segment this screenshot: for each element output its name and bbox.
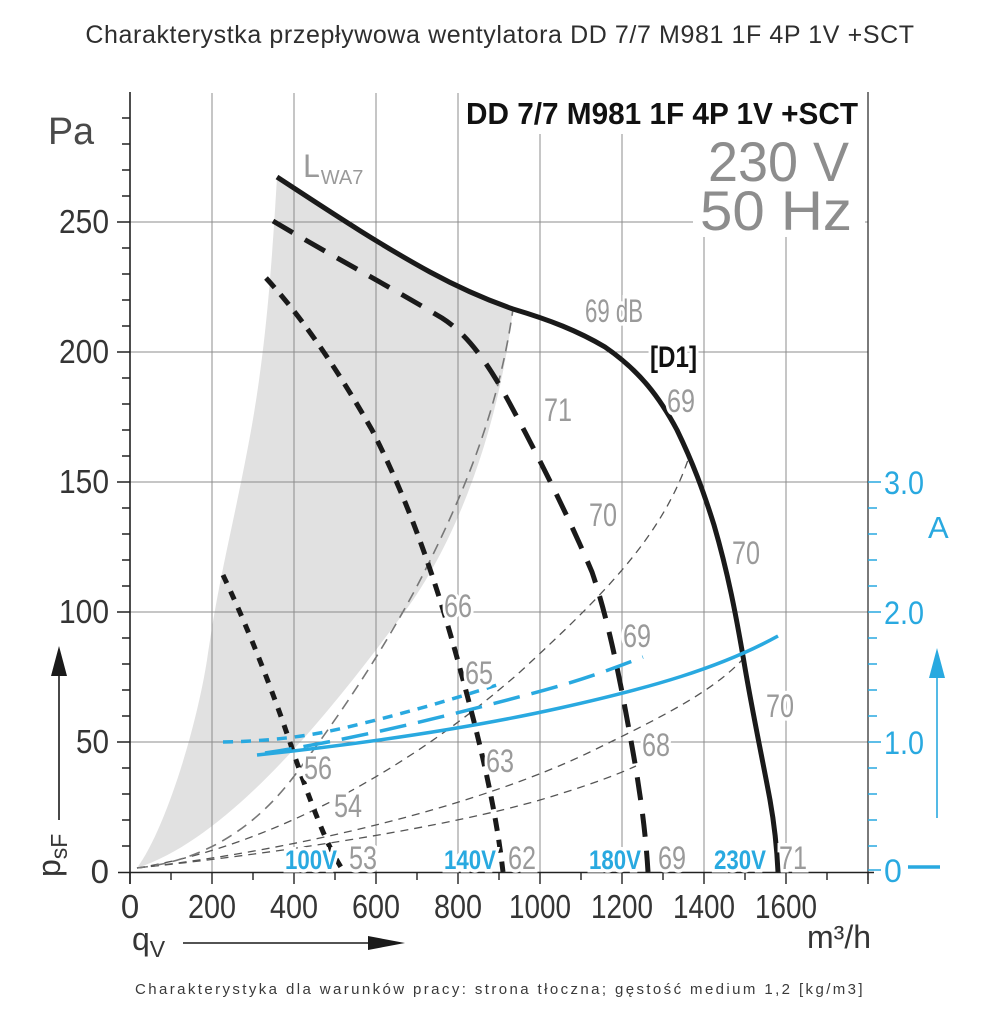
db-69-180v-mid: 69 [623, 618, 651, 654]
db-62-140v-end: 62 [508, 840, 536, 876]
working-range-boundary-curve [136, 308, 514, 869]
bottom-axis-unit: m³/h [807, 919, 871, 955]
frequency-label: 50 Hz [700, 179, 852, 242]
db-max-label: 69 dB [585, 293, 643, 329]
db-66-140v: 66 [444, 588, 472, 624]
x-tick-800: 800 [434, 888, 482, 925]
operating-conditions-note: Charakterystyka dla warunków pracy: stro… [135, 981, 865, 998]
voltage-label-180v: 180V [589, 845, 641, 875]
db-71-180v: 71 [544, 392, 572, 428]
db-69-180v-end: 69 [658, 840, 686, 876]
bottom-axis-ticks [129, 872, 869, 884]
throttle-curve-1 [136, 459, 689, 869]
right-tick-3.0: 3.0 [884, 465, 924, 501]
left-tick-250: 250 [59, 203, 109, 240]
bottom-axis-quantity: qV [132, 921, 166, 962]
left-tick-200: 200 [59, 333, 109, 370]
voltage-label-140v: 140V [444, 845, 496, 875]
pressure-curve-230v [275, 174, 781, 873]
right-axis-unit: A [928, 510, 949, 545]
working-range-shaded-region [137, 177, 513, 868]
throttle-curve-2 [136, 659, 743, 869]
left-tick-50: 50 [76, 723, 109, 760]
x-tick-200: 200 [188, 888, 236, 925]
voltage-mask [693, 134, 865, 237]
pressure-curve-180v [271, 218, 651, 873]
db-63-140v: 63 [486, 743, 514, 779]
axes-lines [118, 92, 874, 884]
current-curve-180v [264, 655, 644, 755]
model-label: DD 7/7 M981 1F 4P 1V +SCT [466, 96, 858, 131]
right-tick-0: 0 [884, 853, 902, 889]
left-tick-100: 100 [59, 593, 109, 630]
left-tick-150: 150 [59, 463, 109, 500]
db-65-140v: 65 [465, 655, 493, 691]
db-56-100v: 56 [304, 750, 332, 786]
x-tick-1200: 1200 [591, 888, 653, 925]
db-68-180v: 68 [642, 727, 670, 763]
pressure-curve-140v [264, 276, 506, 873]
x-tick-1000: 1000 [509, 888, 571, 925]
header-mask [462, 93, 862, 134]
left-axis-ticks [117, 117, 130, 847]
x-tick-600: 600 [352, 888, 400, 925]
db-70-230v-lower: 70 [766, 688, 794, 724]
right-axis-numbers: 3.0 2.0 1.0 0 [884, 465, 924, 889]
page-title: Charakterystka przepływowa wentylatora D… [85, 21, 915, 49]
x-tick-1400: 1400 [673, 888, 735, 925]
operating-point-label: [D1] [650, 341, 697, 374]
db-69-230v: 69 [667, 383, 695, 419]
db-54-100v: 54 [334, 788, 362, 824]
right-tick-1.0: 1.0 [884, 725, 924, 761]
x-tick-1600: 1600 [755, 888, 817, 925]
flow-axis-arrow [183, 936, 405, 950]
x-tick-400: 400 [270, 888, 318, 925]
current-curves [222, 634, 779, 757]
current-curve-140v [222, 682, 501, 744]
right-axis-ticks [868, 481, 881, 871]
voltage-label-230v: 230V [714, 845, 766, 875]
left-axis-numbers: 250 200 150 100 50 0 [59, 203, 109, 890]
left-axis-unit: Pa [48, 111, 95, 153]
db-70-230v-upper: 70 [732, 535, 760, 571]
current-curve-230v [256, 634, 779, 757]
sound-power-curve-label: LWA7 [303, 148, 363, 189]
left-tick-0: 0 [91, 853, 109, 890]
x-tick-0: 0 [121, 888, 139, 925]
db-53-100v: 53 [349, 840, 377, 876]
voltage-label-100v: 100V [285, 845, 337, 875]
pressure-axis-arrow [51, 646, 67, 820]
db-71-230v-end: 71 [779, 840, 807, 876]
left-axis-quantity: psF [31, 834, 72, 877]
db-70-180v: 70 [589, 497, 617, 533]
system-throttle-curves [136, 459, 743, 869]
right-tick-2.0: 2.0 [884, 595, 924, 631]
bottom-axis-numbers: 0 200 400 600 800 1000 1200 1400 1600 [121, 888, 817, 925]
grid-lines [130, 93, 868, 872]
voltage-label: 230 V [708, 130, 850, 193]
current-axis-arrow [929, 648, 945, 818]
